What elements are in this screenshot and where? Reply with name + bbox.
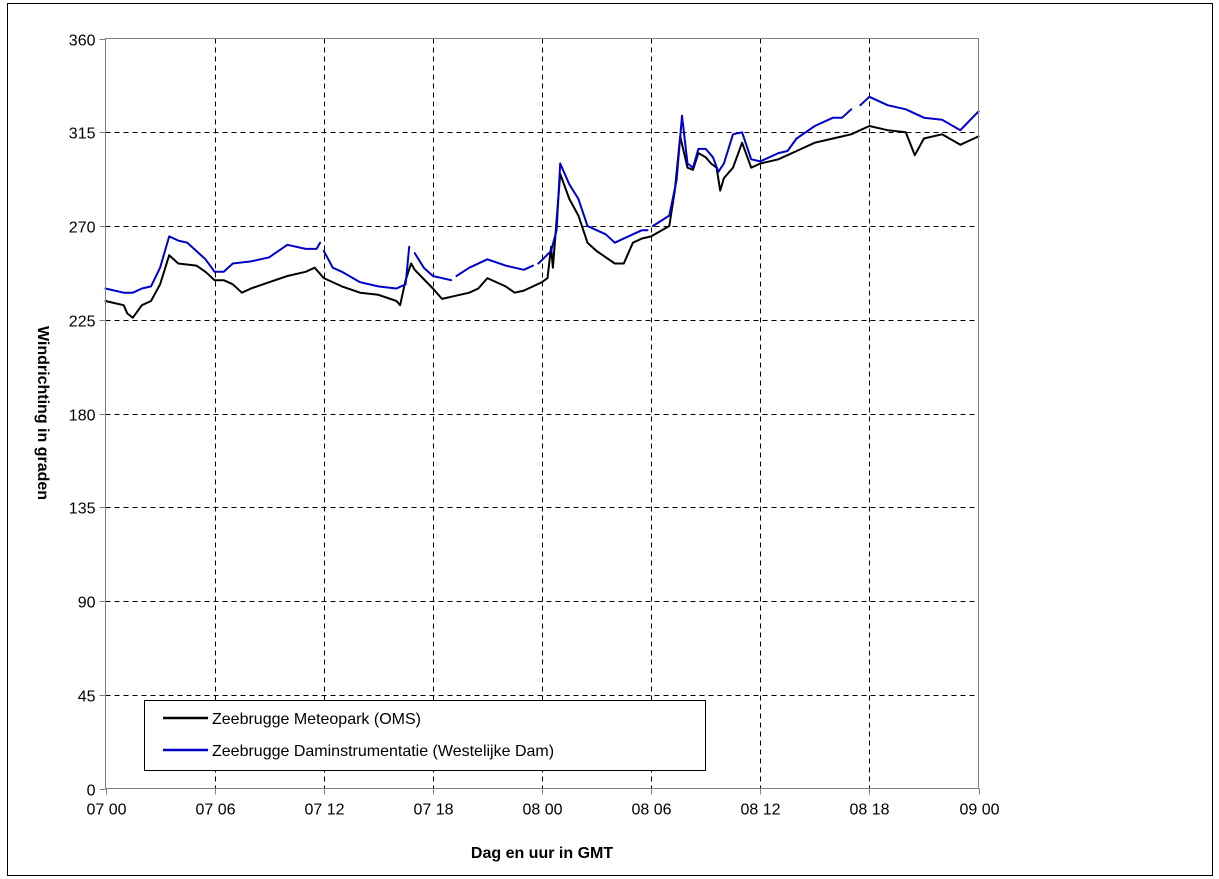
y-tick-label-360: 360: [69, 33, 96, 50]
x-tick-label-48: 09 00: [959, 802, 999, 819]
series-1-line-segment-3: [455, 258, 534, 277]
y-tick-label-180: 180: [69, 408, 96, 425]
y-tick-label-225: 225: [69, 314, 96, 331]
y-tick-label-45: 45: [78, 689, 96, 706]
y-axis-title: Windrichting in graden: [34, 326, 51, 500]
y-tick-label-315: 315: [69, 126, 96, 143]
y-tick-label-135: 135: [69, 501, 96, 518]
series-1-line-segment-4: [537, 162, 649, 265]
x-tick-label-24: 08 00: [522, 802, 562, 819]
legend-box: [144, 700, 706, 771]
series-1-line-segment-5: [651, 108, 853, 227]
x-tick-label-0: 07 00: [86, 802, 126, 819]
tick-layer: 0 45 90 135 180 225 270 315 360 07 00 07 06 07 12 07…: [69, 33, 1000, 819]
x-tick-label-6: 07 06: [195, 802, 235, 819]
x-tick-label-42: 08 18: [849, 802, 889, 819]
y-tick-label-90: 90: [78, 595, 96, 612]
x-tick-label-30: 08 06: [631, 802, 671, 819]
legend: Zeebrugge Meteopark (OMS) Zeebrugge Dami…: [144, 700, 706, 771]
y-tick-label-0: 0: [87, 783, 96, 800]
x-tick-label-18: 07 18: [413, 802, 453, 819]
legend-label-dam: Zeebrugge Daminstrumentatie (Westelijke …: [212, 743, 554, 760]
legend-label-oms: Zeebrugge Meteopark (OMS): [212, 711, 421, 728]
y-tick-label-270: 270: [69, 220, 96, 237]
series-1-line-segment-0: [104, 235, 322, 294]
x-tick-label-12: 07 12: [304, 802, 344, 819]
series-layer: [104, 95, 980, 319]
series-1-line-segment-2: [413, 252, 453, 282]
x-tick-label-36: 08 12: [740, 802, 780, 819]
series-1-line-segment-1: [322, 245, 411, 290]
series-1-line-segment-6: [859, 95, 980, 132]
x-axis-title: Dag en uur in GMT: [471, 845, 613, 862]
gridlines: [105, 38, 979, 789]
series-0-line-segment-0: [104, 125, 980, 319]
